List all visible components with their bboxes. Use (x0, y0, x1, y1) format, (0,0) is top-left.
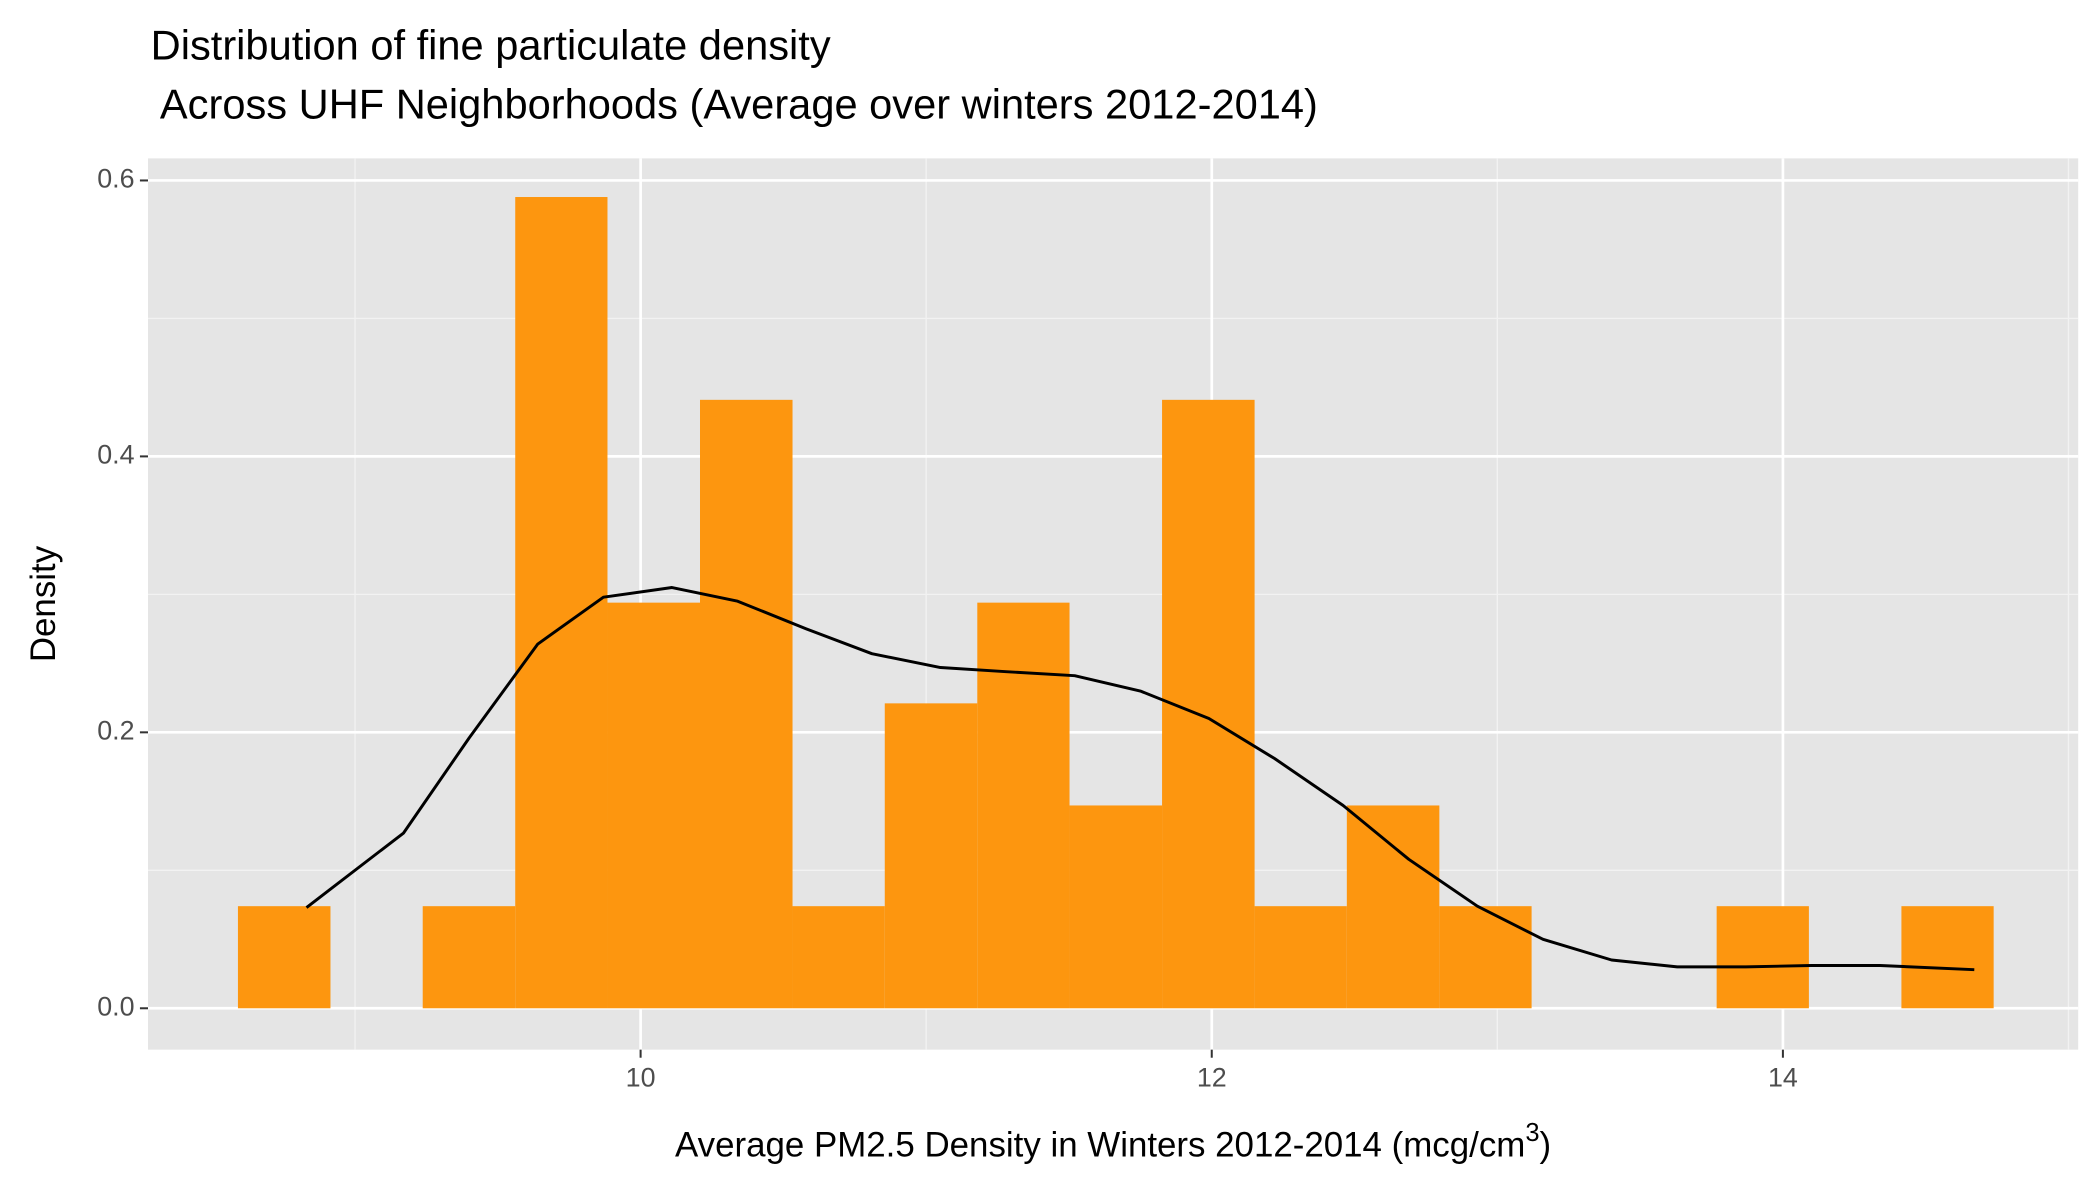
x-axis-title-suffix: ) (1540, 1126, 1552, 1165)
y-axis-title: Density (24, 545, 63, 662)
bar (700, 399, 793, 1009)
bar (884, 703, 978, 1009)
bar (515, 197, 608, 1009)
density-line (305, 586, 1975, 972)
x-axis-title: Average PM2.5 Density in Winters 2012-20… (675, 1119, 1551, 1165)
bar (1254, 906, 1347, 1009)
chart-subtitle: Across UHF Neighborhoods (Average over w… (151, 80, 1318, 127)
bar (1346, 805, 1440, 1009)
bar (977, 602, 1070, 1009)
x-tick-label: 10 (626, 1062, 656, 1092)
x-axis-title-superscript: 3 (1525, 1119, 1539, 1147)
bar (237, 906, 331, 1009)
bar (422, 906, 516, 1009)
bar (1901, 906, 1994, 1009)
bar (1716, 906, 1809, 1009)
bar (1069, 805, 1163, 1009)
y-tick-label: 0.4 (97, 439, 134, 469)
y-tick-label: 0.2 (97, 715, 134, 745)
y-tick-label: 0.0 (97, 991, 134, 1021)
bar (1162, 399, 1255, 1009)
y-tick-label: 0.6 (97, 164, 134, 194)
x-axis-title-text: Average PM2.5 Density in Winters 2012-20… (675, 1126, 1525, 1165)
bar (1439, 906, 1532, 1009)
bar (792, 906, 885, 1009)
chart-title: Distribution of fine particulate density (151, 21, 831, 68)
x-tick-label: 12 (1197, 1062, 1227, 1092)
bar (607, 602, 701, 1009)
x-tick-label: 14 (1768, 1062, 1798, 1092)
